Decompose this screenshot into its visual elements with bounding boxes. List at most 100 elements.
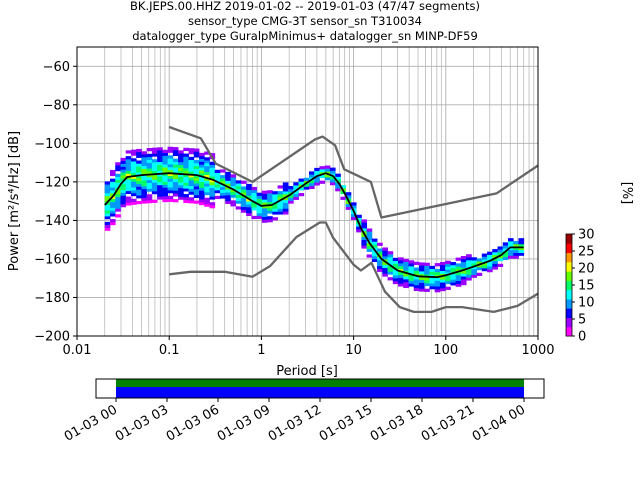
density-cell (398, 271, 404, 275)
chart-title: BK.JEPS.00.HHZ 2019-01-02 -- 2019-01-03 … (130, 0, 480, 43)
density-cell (104, 198, 111, 202)
density-cell (308, 180, 315, 184)
y-tick-label: −200 (34, 330, 70, 345)
density-cell (125, 159, 132, 163)
density-cell (167, 161, 174, 165)
density-cell (282, 199, 289, 203)
density-cell (199, 155, 205, 159)
density-cell (167, 155, 174, 159)
density-cell (314, 179, 320, 183)
density-cell (455, 283, 462, 287)
density-cell (434, 277, 441, 281)
density-cell (308, 174, 315, 178)
density-cell (136, 183, 142, 187)
density-cell (324, 168, 331, 172)
density-cell (172, 158, 179, 162)
density-cell (130, 158, 137, 162)
density-cell (199, 199, 205, 203)
density-cell (366, 245, 373, 249)
density-cell (413, 276, 420, 280)
density-cell (178, 170, 184, 174)
density-cell (125, 202, 132, 206)
density-cell (136, 186, 142, 190)
density-cell (408, 266, 415, 270)
density-cell (193, 200, 200, 204)
density-cell (298, 187, 305, 191)
colorbar-segment (566, 289, 572, 300)
density-cell (382, 253, 388, 257)
density-cell (178, 167, 184, 171)
density-cell (167, 175, 174, 179)
density-cell (136, 169, 142, 173)
density-cell (382, 250, 388, 254)
density-cell (497, 263, 504, 267)
density-cell (392, 260, 399, 264)
density-cell (282, 188, 289, 192)
density-cell (183, 196, 189, 201)
density-cell (104, 213, 111, 217)
density-cell (167, 172, 174, 176)
density-cell (204, 163, 210, 167)
density-cell (319, 169, 326, 173)
density-cell (183, 156, 189, 160)
density-cell (130, 190, 137, 194)
density-cell (188, 148, 195, 152)
density-cell (518, 252, 525, 256)
density-cell (151, 185, 158, 189)
density-cell (256, 195, 263, 199)
density-cell (115, 196, 121, 201)
density-cell (104, 195, 111, 200)
x-axis-label: Period [s] (276, 364, 338, 379)
density-cell (235, 206, 242, 210)
density-cell (282, 196, 289, 201)
density-cell (172, 181, 179, 185)
density-cell (104, 187, 111, 191)
density-cell (439, 282, 446, 286)
density-cell (167, 146, 174, 150)
density-cell (439, 267, 446, 271)
y-axis-label: Power [m²/s⁴/Hz] [dB] (7, 131, 22, 271)
density-cell (418, 276, 425, 281)
density-cell (329, 182, 336, 186)
density-cell (204, 180, 210, 184)
density-cell (130, 201, 137, 205)
density-cell (502, 253, 509, 258)
density-cell (408, 283, 415, 287)
density-cell (471, 265, 477, 270)
density-cell (492, 249, 498, 253)
density-cell (178, 182, 184, 186)
density-cell (272, 208, 278, 212)
density-cell (251, 192, 258, 196)
density-cell (371, 255, 378, 260)
density-cell (178, 187, 184, 192)
timeline-tick-label: 01-04 00 (470, 402, 528, 444)
density-cell (104, 216, 111, 220)
density-cell (219, 175, 226, 179)
density-cell (125, 182, 132, 186)
density-cell (235, 180, 242, 184)
density-cell (455, 274, 462, 279)
density-cell (329, 179, 336, 183)
density-cell (130, 166, 137, 171)
density-cell (413, 270, 420, 274)
density-cell (151, 179, 158, 183)
density-cell (130, 164, 137, 168)
density-cell (130, 187, 137, 191)
density-cell (178, 196, 184, 200)
density-cell (277, 194, 284, 198)
density-cell (136, 200, 142, 205)
density-cell (361, 225, 368, 229)
density-cell (508, 249, 514, 253)
density-cell (267, 193, 273, 197)
density-cell (162, 193, 168, 197)
density-cell (120, 166, 127, 170)
density-cell (183, 179, 189, 183)
density-cell (293, 193, 299, 198)
density-cell (439, 270, 446, 274)
density-cell (282, 205, 289, 209)
timeline-tick-label: 01-03 00 (62, 402, 120, 444)
density-cell (413, 267, 420, 271)
density-cell (188, 191, 195, 195)
density-cell (439, 287, 446, 292)
density-cell (225, 192, 231, 196)
